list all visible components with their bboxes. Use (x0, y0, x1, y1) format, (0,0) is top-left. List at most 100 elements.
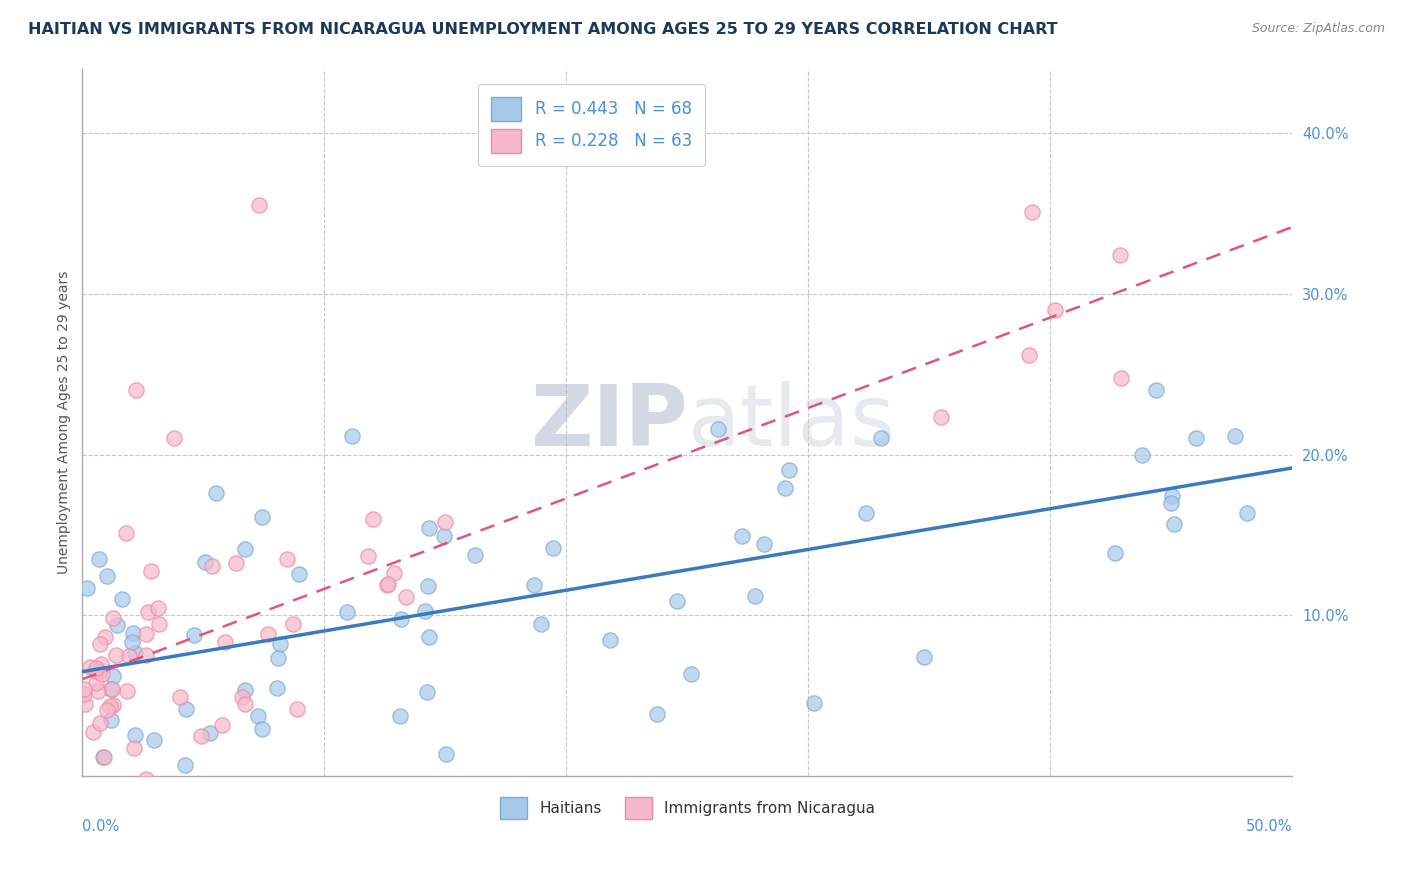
Point (433, 529, 456, 543)
Point (91, 749, 114, 764)
Point (101, 682, 124, 697)
Point (665, 593, 688, 607)
Point (929, 410, 952, 425)
Point (250, 722, 273, 736)
Point (96, 569, 118, 583)
Point (90, 657, 112, 672)
Text: atlas: atlas (688, 381, 896, 464)
Point (73, 681, 96, 696)
Point (121, 626, 143, 640)
Point (93, 630, 115, 644)
Point (111, 592, 134, 607)
Point (778, 463, 800, 477)
Point (870, 432, 893, 446)
Point (100, 681, 122, 696)
Point (84, 675, 107, 690)
Point (221, 778, 243, 792)
Point (124, 383, 146, 397)
Point (79, 660, 101, 674)
Point (252, 510, 274, 524)
Point (118, 649, 141, 664)
Text: 50.0%: 50.0% (1246, 819, 1292, 834)
Point (1184, 432, 1206, 446)
Point (183, 628, 205, 642)
Point (266, 650, 288, 665)
Point (89, 637, 111, 651)
Point (1130, 448, 1153, 462)
Point (418, 521, 440, 535)
Point (205, 486, 228, 500)
Point (194, 556, 217, 570)
Point (285, 702, 308, 716)
Point (1018, 348, 1040, 362)
Point (173, 757, 195, 772)
Point (336, 605, 359, 619)
Point (541, 541, 564, 556)
Point (225, 556, 247, 570)
Point (100, 713, 122, 727)
Point (73, 688, 96, 702)
Point (247, 198, 270, 212)
Point (101, 698, 124, 712)
Y-axis label: Unemployment Among Ages 25 to 29 years: Unemployment Among Ages 25 to 29 years (58, 270, 72, 574)
Point (754, 537, 776, 551)
Point (388, 709, 411, 723)
Point (135, 772, 157, 786)
Legend: Haitians, Immigrants from Nicaragua: Haitians, Immigrants from Nicaragua (494, 791, 882, 825)
Point (214, 634, 236, 648)
Point (269, 637, 291, 651)
Point (645, 707, 668, 722)
Point (135, 627, 157, 641)
Point (395, 591, 418, 605)
Point (231, 690, 253, 704)
Point (731, 529, 754, 543)
Text: HAITIAN VS IMMIGRANTS FROM NICARAGUA UNEMPLOYMENT AMONG AGES 25 TO 29 YEARS CORR: HAITIAN VS IMMIGRANTS FROM NICARAGUA UNE… (28, 22, 1057, 37)
Point (174, 702, 197, 716)
Point (384, 566, 406, 580)
Point (93, 750, 115, 764)
Point (121, 635, 143, 649)
Point (87, 551, 110, 566)
Point (361, 512, 384, 526)
Point (142, 733, 165, 747)
Point (434, 747, 457, 761)
Point (418, 630, 440, 644)
Point (803, 696, 825, 710)
Point (76, 581, 98, 595)
Point (464, 548, 486, 562)
Point (1144, 383, 1167, 397)
Point (148, 601, 170, 615)
Point (283, 616, 305, 631)
Text: 0.0%: 0.0% (83, 819, 120, 834)
Point (91, 667, 114, 681)
Point (599, 632, 621, 647)
Point (233, 698, 256, 712)
Point (342, 429, 364, 443)
Point (103, 805, 125, 820)
Point (96, 703, 118, 717)
Point (105, 648, 128, 663)
Point (1163, 516, 1185, 531)
Point (523, 577, 546, 591)
Point (139, 564, 162, 578)
Point (375, 577, 398, 591)
Point (529, 617, 551, 632)
Point (198, 725, 221, 739)
Point (89, 716, 111, 731)
Point (122, 741, 145, 756)
Point (124, 646, 146, 660)
Point (86, 664, 108, 678)
Text: Source: ZipAtlas.com: Source: ZipAtlas.com (1251, 22, 1385, 36)
Point (135, 648, 157, 663)
Point (389, 612, 412, 626)
Point (288, 566, 311, 581)
Point (1161, 488, 1184, 502)
Point (707, 422, 730, 436)
Point (377, 576, 399, 591)
Point (1236, 506, 1258, 520)
Point (1160, 496, 1182, 510)
Point (233, 682, 256, 697)
Point (744, 589, 766, 603)
Point (82, 725, 104, 739)
Point (136, 606, 159, 620)
